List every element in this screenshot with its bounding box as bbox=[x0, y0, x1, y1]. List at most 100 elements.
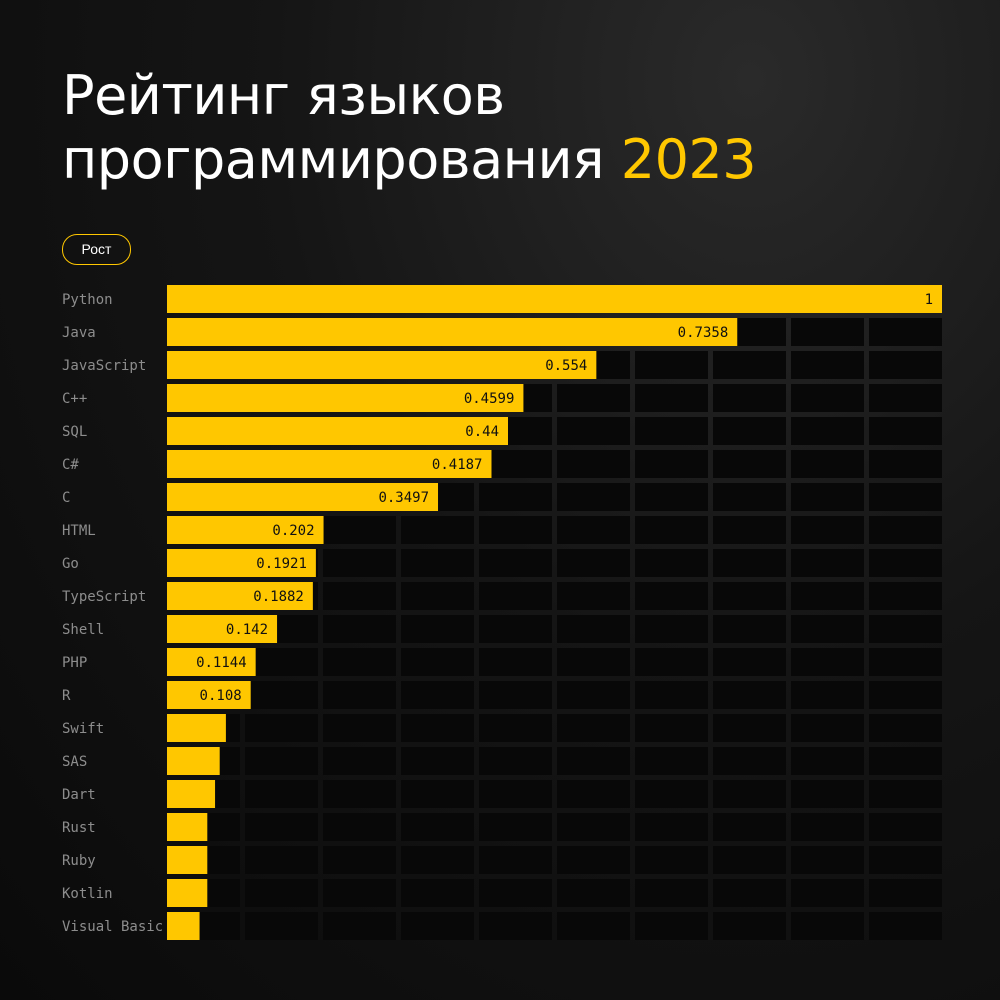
grid-cell bbox=[323, 648, 396, 676]
grid-cell bbox=[557, 681, 630, 709]
category-label: C++ bbox=[62, 391, 87, 407]
grid-cell bbox=[323, 615, 396, 643]
grid-cell bbox=[323, 714, 396, 742]
grid-cell bbox=[869, 846, 942, 874]
grid-cell bbox=[557, 417, 630, 445]
grid-cell bbox=[557, 582, 630, 610]
grid-cell bbox=[713, 780, 786, 808]
grid-cell bbox=[791, 714, 864, 742]
title-line-1: Рейтинг языков bbox=[62, 64, 505, 127]
category-label: Dart bbox=[62, 787, 96, 803]
data-label: 0.7358 bbox=[678, 325, 729, 341]
grid-cell bbox=[323, 846, 396, 874]
data-label: 0.1921 bbox=[256, 556, 307, 572]
grid-cell bbox=[635, 351, 708, 379]
grid-cell bbox=[869, 747, 942, 775]
data-label: 0.1882 bbox=[253, 589, 304, 605]
category-label: Java bbox=[62, 325, 96, 341]
category-label: C bbox=[62, 490, 70, 506]
grid-cell bbox=[323, 912, 396, 940]
grid-cell bbox=[401, 714, 474, 742]
grid-cell bbox=[713, 681, 786, 709]
grid-cell bbox=[635, 417, 708, 445]
grid-cell bbox=[557, 516, 630, 544]
grid-cell bbox=[791, 879, 864, 907]
category-label: TypeScript bbox=[62, 589, 146, 605]
category-label: JavaScript bbox=[62, 358, 146, 374]
category-label: Shell bbox=[62, 622, 104, 638]
grid-cell bbox=[791, 384, 864, 412]
grid-cell bbox=[557, 846, 630, 874]
grid-cell bbox=[713, 549, 786, 577]
grid-cell bbox=[401, 582, 474, 610]
grid-cell bbox=[557, 912, 630, 940]
category-label: PHP bbox=[62, 655, 87, 671]
data-label: 0.142 bbox=[226, 622, 268, 638]
bar-java bbox=[167, 318, 738, 346]
grid-cell bbox=[713, 582, 786, 610]
grid-cell bbox=[401, 615, 474, 643]
grid-cell bbox=[635, 549, 708, 577]
bar-swift bbox=[167, 714, 226, 742]
grid-cell bbox=[479, 483, 552, 511]
grid-cell bbox=[635, 714, 708, 742]
grid-cell bbox=[869, 516, 942, 544]
category-label: Go bbox=[62, 556, 79, 572]
grid-cell bbox=[635, 615, 708, 643]
grid-cell bbox=[713, 450, 786, 478]
grid-cell bbox=[401, 516, 474, 544]
grid-cell bbox=[323, 879, 396, 907]
grid-cell bbox=[401, 780, 474, 808]
category-label: SQL bbox=[62, 424, 87, 440]
bar-html bbox=[167, 516, 324, 544]
grid-cells bbox=[167, 285, 942, 940]
category-label: Visual Basic bbox=[62, 919, 163, 935]
bar-go bbox=[167, 549, 316, 577]
data-label: 0.1144 bbox=[196, 655, 247, 671]
grid-cell bbox=[557, 549, 630, 577]
grid-cell bbox=[323, 681, 396, 709]
grid-cell bbox=[479, 846, 552, 874]
grid-cell bbox=[557, 615, 630, 643]
grid-cell bbox=[791, 351, 864, 379]
grid-cell bbox=[713, 846, 786, 874]
grid-cell bbox=[557, 747, 630, 775]
grid-cell bbox=[791, 747, 864, 775]
grid-cell bbox=[791, 516, 864, 544]
bar-rust bbox=[167, 813, 208, 841]
grid-cell bbox=[401, 648, 474, 676]
grid-cell bbox=[791, 417, 864, 445]
grid-cell bbox=[869, 351, 942, 379]
grid-cell bbox=[401, 846, 474, 874]
grid-cell bbox=[869, 780, 942, 808]
grid-cell bbox=[323, 813, 396, 841]
grid-cell bbox=[479, 615, 552, 643]
data-label: 0.108 bbox=[200, 688, 242, 704]
grid-cell bbox=[869, 648, 942, 676]
bar-python bbox=[167, 285, 942, 313]
grid-cell bbox=[479, 516, 552, 544]
category-label: Ruby bbox=[62, 853, 96, 869]
grid-cell bbox=[869, 549, 942, 577]
data-label: 0.202 bbox=[272, 523, 314, 539]
grid-cell bbox=[245, 648, 318, 676]
grid-cell bbox=[323, 582, 396, 610]
chart-title: Рейтинг языков программирования 2023 bbox=[62, 64, 757, 192]
grid-cell bbox=[635, 450, 708, 478]
grid-cell bbox=[479, 582, 552, 610]
grid-cell bbox=[635, 879, 708, 907]
grid-cell bbox=[869, 483, 942, 511]
grid-cell bbox=[713, 648, 786, 676]
grid-cell bbox=[791, 582, 864, 610]
bar-c bbox=[167, 483, 439, 511]
grid-cell bbox=[323, 747, 396, 775]
grid-cell bbox=[635, 681, 708, 709]
legend-badge: Рост bbox=[62, 234, 131, 265]
bar-kotlin bbox=[167, 879, 208, 907]
grid-cell bbox=[791, 483, 864, 511]
grid-cell bbox=[557, 879, 630, 907]
bar-visual-basic bbox=[167, 912, 200, 940]
grid-cell bbox=[869, 384, 942, 412]
category-label: Rust bbox=[62, 820, 96, 836]
